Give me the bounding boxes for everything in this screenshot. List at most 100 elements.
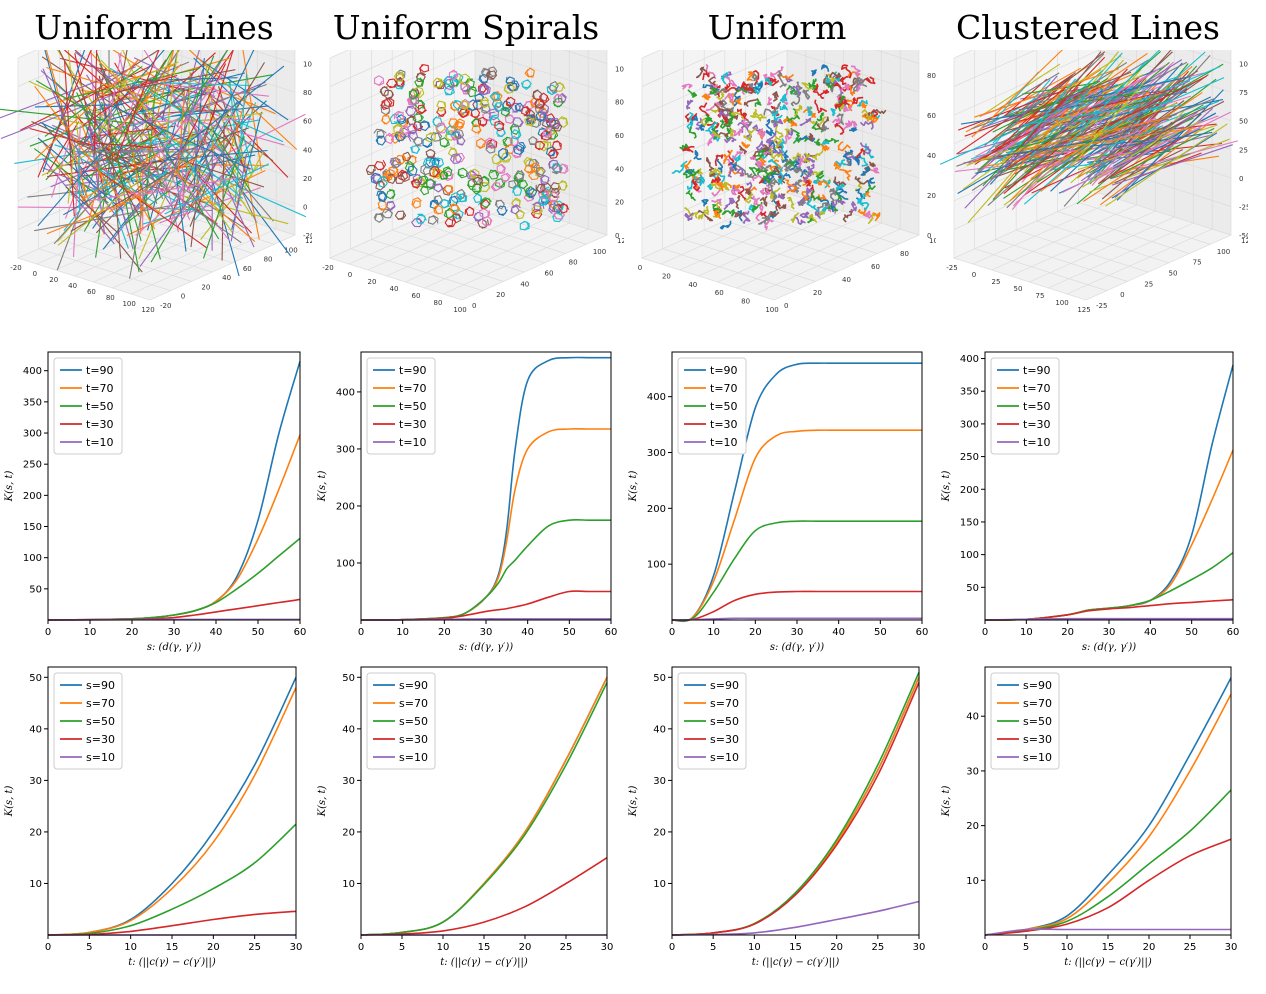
grid-line (17, 50, 164, 116)
title-clustered-lines: Clustered Lines (956, 8, 1220, 47)
curve (716, 89, 725, 100)
axis3d-tick-label: 0 (303, 203, 307, 211)
curve (679, 143, 690, 151)
curve (84, 113, 127, 154)
curve (189, 162, 216, 227)
curve (711, 125, 717, 140)
curve (958, 86, 1073, 131)
curve (817, 180, 831, 188)
curve (190, 107, 224, 154)
curve (174, 172, 231, 242)
curve (63, 67, 200, 100)
grid-line (38, 248, 171, 292)
curve (535, 183, 546, 194)
grid-line (641, 164, 788, 230)
curve (784, 128, 791, 136)
curve (99, 74, 178, 98)
curve (377, 191, 388, 203)
curve (816, 202, 830, 209)
curve (422, 136, 433, 149)
curve (454, 152, 465, 164)
curve (34, 85, 127, 207)
curve (851, 65, 861, 78)
curve (779, 104, 788, 111)
curve (864, 210, 873, 219)
curve (385, 132, 395, 145)
curve (788, 120, 798, 127)
curve (752, 81, 764, 91)
axis3d-tick-label: 80 (569, 259, 578, 267)
grid-line (17, 50, 101, 87)
curve (1002, 78, 1048, 119)
y-tick-label: 400 (23, 366, 42, 377)
axis3d-tick-label: 0 (927, 232, 931, 240)
curve (860, 120, 874, 130)
curve (417, 174, 429, 186)
axis3d-tick-label: 20 (615, 199, 624, 207)
curve (790, 127, 800, 143)
x-tick-label: 30 (480, 627, 493, 638)
axis3d-tick-label: 40 (927, 152, 936, 160)
axis3d-tick-label: 80 (434, 299, 443, 307)
y-tick-label: 30 (653, 776, 666, 787)
legend-label: t=50 (86, 400, 114, 413)
x-tick-label: 10 (437, 942, 450, 953)
curve (1112, 111, 1198, 165)
curve (513, 143, 525, 155)
legend-label: s=30 (1023, 733, 1052, 746)
curve (479, 175, 490, 187)
curve (693, 150, 702, 161)
curve (1130, 120, 1202, 157)
curve (425, 148, 436, 159)
axis3d-tick-label: 60 (715, 289, 724, 297)
curve (37, 140, 112, 227)
legend-label: t=50 (399, 400, 427, 413)
axis3d-tick-label: 75 (1036, 292, 1045, 300)
curve (830, 187, 839, 196)
axis3d-tick-label: 80 (741, 298, 750, 306)
x-tick-label: 15 (166, 942, 179, 953)
curve (860, 167, 871, 176)
curve (758, 177, 765, 184)
grid-line (474, 50, 608, 93)
curve (0, 83, 142, 140)
curve (729, 162, 737, 172)
plot3d-uniform-lines: -20020406080100120-20020406080100120-200… (0, 50, 312, 314)
legend: s=90 s=70 s=50 s=30 s=10 (677, 672, 747, 770)
curve (414, 104, 427, 115)
curve (532, 201, 545, 211)
series-line-t=10 (671, 617, 922, 621)
curve (833, 161, 841, 170)
series-line-t=50 (360, 519, 611, 621)
curve (835, 159, 847, 167)
curve (770, 119, 778, 124)
curve (453, 73, 464, 84)
curve (501, 172, 511, 183)
legend-label: t=30 (1023, 418, 1051, 431)
y-tick-label: 20 (966, 821, 979, 832)
curve (1082, 90, 1166, 111)
curve (548, 149, 559, 159)
curve (775, 200, 781, 207)
curve (1066, 97, 1142, 138)
series-line-t=50 (671, 520, 922, 622)
x-tick-label: 60 (294, 627, 307, 638)
curve (380, 104, 391, 117)
axis3d-tick-label: 100 (1055, 299, 1068, 307)
curve (807, 215, 815, 224)
x-axis-label: t: (||c(γ) − c(γ′)||) (128, 957, 216, 968)
curve (855, 78, 863, 92)
axis3d-tick-label: 20 (927, 192, 936, 200)
x-tick-label: 0 (358, 627, 364, 638)
curve (485, 142, 496, 154)
axis3d-tick-label: 60 (303, 118, 312, 126)
axis3d-tick-label: 40 (615, 165, 624, 173)
curve (42, 50, 86, 173)
series-line-t=30 (360, 590, 611, 621)
series-line-t=50 (47, 537, 301, 621)
x-axis-label: s: (d(γ, γ′)) (459, 642, 513, 653)
x-tick-label: 20 (1061, 627, 1074, 638)
curve (790, 212, 799, 223)
curve (432, 77, 444, 89)
curve (221, 121, 225, 261)
